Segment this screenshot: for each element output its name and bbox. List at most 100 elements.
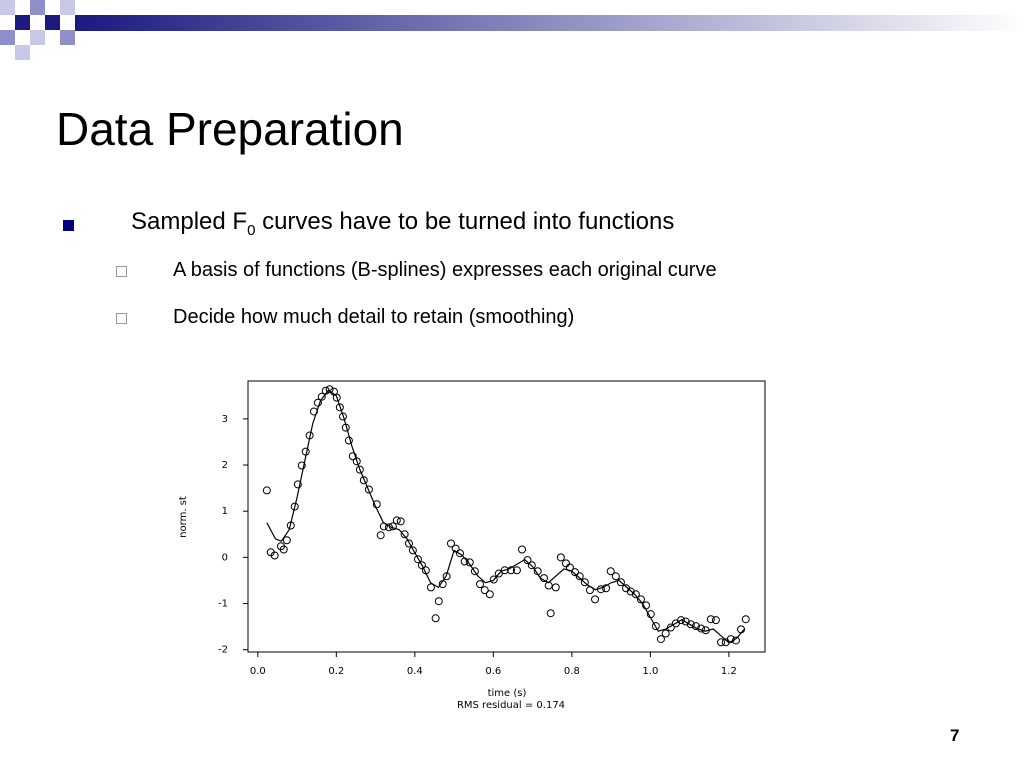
data-point [533, 567, 542, 576]
data-point [335, 403, 344, 412]
data-point [571, 568, 580, 577]
data-point [476, 580, 485, 589]
data-point [396, 517, 405, 526]
data-point [575, 572, 584, 581]
data-point [518, 545, 527, 554]
y-tick-label: 1 [222, 506, 228, 517]
data-point [671, 619, 680, 628]
data-point [666, 623, 675, 632]
data-point [352, 457, 361, 466]
bullet: Sampled F0 curves have to be turned into… [131, 208, 674, 239]
data-point [372, 500, 381, 509]
data-point [417, 561, 426, 570]
data-point [726, 635, 735, 644]
x-tick-label: 0.6 [485, 666, 501, 677]
data-point [580, 578, 589, 587]
data-point [622, 584, 631, 593]
bullet-marker [63, 220, 74, 231]
data-point [606, 567, 615, 576]
data-point [286, 521, 295, 530]
data-point [721, 638, 730, 647]
sub-bullet-marker [116, 266, 127, 277]
plot-frame [247, 380, 766, 653]
x-tick-label: 0.4 [407, 666, 423, 677]
data-point [681, 617, 690, 626]
x-tick-label: 0.8 [564, 666, 580, 677]
data-point [611, 572, 620, 581]
data-point [480, 586, 489, 595]
data-point [446, 539, 455, 548]
data-point [282, 536, 291, 545]
data-point [697, 624, 706, 633]
data-point [404, 539, 413, 548]
data-point [313, 398, 322, 407]
data-point [651, 622, 660, 631]
data-point [290, 502, 299, 511]
data-point [421, 566, 430, 575]
data-point [556, 553, 565, 562]
data-point [485, 590, 494, 599]
data-point [494, 569, 503, 578]
data-point [661, 629, 670, 638]
data-point [431, 614, 440, 623]
data-point [279, 545, 288, 554]
data-point [717, 638, 726, 647]
y-axis-label: norm. st [178, 496, 189, 538]
data-point [527, 561, 536, 570]
data-point [686, 620, 695, 629]
slide-title: Data Preparation [56, 103, 404, 155]
bullet-text: curves have to be turned into functions [255, 208, 675, 235]
data-point [355, 465, 364, 474]
data-point [359, 476, 368, 485]
data-point [276, 542, 285, 551]
y-tick-label: 2 [222, 460, 228, 471]
y-tick-label: -2 [218, 645, 228, 656]
data-point [400, 530, 409, 539]
x-tick-label: 0.0 [250, 666, 266, 677]
data-point [544, 581, 553, 590]
data-point [262, 486, 271, 495]
y-tick-label: 3 [222, 414, 228, 425]
data-point [438, 580, 447, 589]
data-point [293, 480, 302, 489]
y-tick-label: 0 [222, 552, 228, 563]
x-axis-label: time (s) [488, 688, 527, 699]
subscript: 0 [247, 221, 256, 239]
data-point [561, 559, 570, 568]
data-point [348, 452, 357, 461]
data-point [731, 636, 740, 645]
data-point [426, 583, 435, 592]
data-point [341, 423, 350, 432]
annotation: RMS residual = 0.174 [457, 700, 565, 711]
x-tick-label: 1.2 [721, 666, 737, 677]
data-point [325, 385, 334, 394]
data-point [646, 610, 655, 619]
data-point [434, 597, 443, 606]
data-point [470, 567, 479, 576]
decoration [0, 0, 1024, 60]
data-point [376, 531, 385, 540]
data-point [512, 566, 521, 575]
data-point [616, 578, 625, 587]
data-point [489, 575, 498, 584]
data-point [691, 622, 700, 631]
data-point [384, 523, 393, 532]
data-point [317, 392, 326, 401]
data-point [379, 522, 388, 531]
data-point [591, 595, 600, 604]
y-tick-label: -1 [218, 599, 228, 610]
data-point [332, 393, 341, 402]
data-point [270, 551, 279, 560]
data-point [392, 516, 401, 525]
data-point [321, 386, 330, 395]
data-point [301, 447, 310, 456]
data-point [460, 557, 469, 566]
data-point [305, 431, 314, 440]
data-point [676, 616, 685, 625]
data-point [656, 635, 665, 644]
data-point [408, 546, 417, 555]
sub-bullet: A basis of functions (B-splines) express… [173, 259, 717, 281]
data-point [451, 544, 460, 553]
data-point [596, 585, 605, 594]
